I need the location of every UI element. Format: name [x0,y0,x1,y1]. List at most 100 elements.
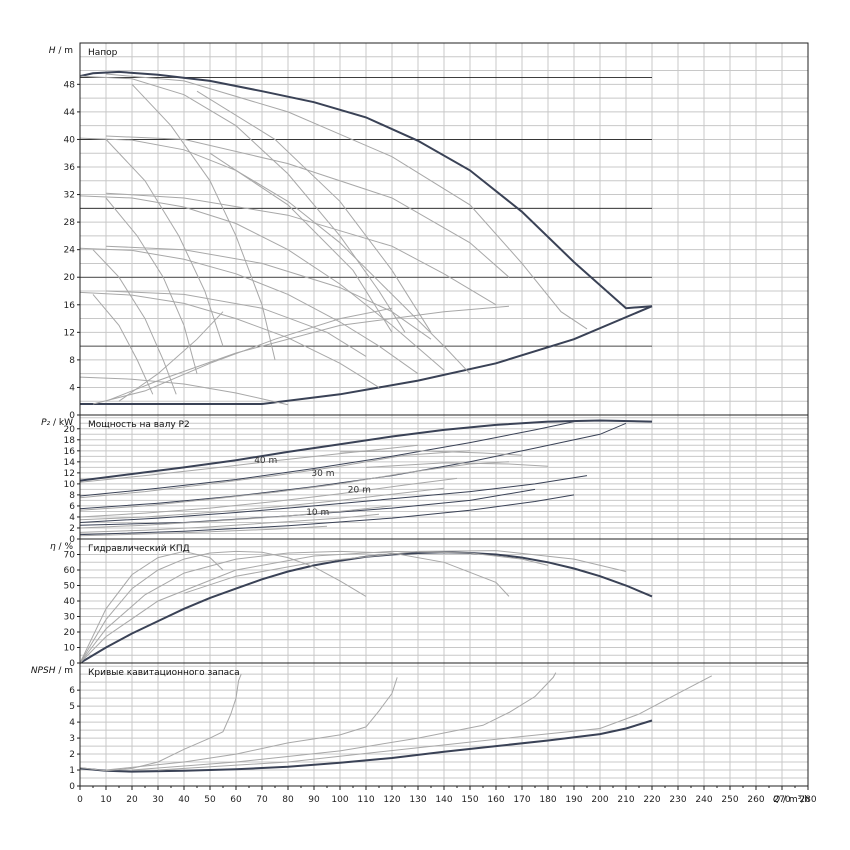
y-tick-label: 2 [69,750,75,760]
series-line-efficiency-1 [79,550,367,664]
x-tick-label: 60 [230,795,242,805]
series-line-head-11 [105,245,432,340]
x-tick-label: 250 [721,795,738,805]
y-axis-variable: H [49,46,56,56]
series-line-head-22 [118,311,224,402]
curve-annotation: 40 m [254,456,277,466]
y-axis-label-efficiency: η / % [50,542,73,552]
y-axis-variable: P₂ [41,418,50,428]
x-tick-label: 90 [308,795,320,805]
y-tick-label: 16 [64,447,76,457]
x-tick-label: 270 [773,795,790,805]
y-tick-label: 4 [69,383,75,393]
x-tick-label: 10 [100,795,112,805]
y-tick-label: 40 [64,135,76,145]
series-line-power-10 [79,487,445,521]
series-line-power-7 [79,450,471,499]
series-line-power-3 [79,475,588,523]
y-axis-label-head: H / m [49,46,73,56]
x-tick-label: 150 [461,795,478,805]
series-line-npsh-1 [79,674,242,772]
y-tick-label: 0 [69,411,75,421]
y-tick-label: 48 [64,80,76,90]
y-tick-label: 6 [69,686,75,696]
y-tick-label: 60 [64,566,76,576]
y-tick-label: 50 [64,582,76,592]
y-tick-label: 20 [64,425,76,435]
y-tick-label: 4 [69,513,75,523]
curves-layer [79,70,713,773]
y-tick-label: 32 [64,191,75,201]
y-axis-unit: / m [55,46,73,56]
series-line-power-13 [79,525,328,537]
series-line-power-12 [79,513,380,533]
y-tick-label: 18 [64,436,76,446]
x-tick-label: 20 [126,795,138,805]
panel-title-head: Напор [88,48,118,58]
x-tick-label: 210 [617,795,634,805]
y-tick-label: 70 [64,551,76,561]
y-tick-label: 20 [64,628,76,638]
series-line-npsh-0 [79,719,653,773]
y-tick-label: 0 [69,535,75,545]
series-line-npsh-3 [131,672,557,771]
series-line-head-0 [79,70,653,310]
series-line-head-5 [79,247,419,375]
x-tick-label: 120 [383,795,400,805]
y-tick-label: 14 [64,458,76,468]
series-line-power-0 [79,419,653,482]
y-tick-label: 44 [64,108,76,118]
panel-title-power: Мощность на валу P2 [88,420,190,430]
series-line-efficiency-3 [79,550,224,664]
y-tick-label: 8 [69,356,75,366]
series-line-power-5 [79,488,536,526]
x-tick-label: 160 [487,795,504,805]
y-tick-label: 40 [64,597,76,607]
series-line-head-18 [196,90,432,333]
curve-annotation: 20 m [348,486,371,496]
series-line-head-14 [105,139,224,347]
series-line-power-1 [79,421,575,497]
x-tick-label: 220 [643,795,660,805]
series-line-head-20 [105,305,510,402]
x-tick-label: 240 [695,795,712,805]
series-line-head-15 [105,197,198,374]
y-tick-label: 0 [69,782,75,792]
series-line-power-8 [79,461,510,511]
x-tick-label: 190 [565,795,582,805]
y-tick-label: 8 [69,491,75,501]
grid-layer [79,42,809,787]
x-tick-label: 30 [152,795,164,805]
y-tick-label: 36 [64,163,76,173]
x-tick-label: 110 [357,795,374,805]
series-line-power-11 [79,505,393,529]
y-axis-variable: NPSH [31,666,56,676]
y-axis-label-power: P₂ / kW [41,418,73,428]
x-axis-variable: Q [773,795,780,805]
x-tick-label: 180 [539,795,556,805]
series-line-power-15 [365,462,549,468]
y-axis-label-npsh: NPSH / m [31,666,73,676]
y-axis-unit: / % [56,542,74,552]
series-line-head-8 [105,73,588,330]
x-tick-label: 50 [204,795,216,805]
y-axis-unit: / kW [50,418,73,428]
x-tick-label: 70 [256,795,268,805]
x-axis-unit: / m³/h [780,795,810,805]
y-axis-variable: η [50,542,56,552]
y-tick-label: 12 [64,469,75,479]
y-tick-label: 6 [69,502,75,512]
curve-annotation: 30 m [311,469,334,479]
y-tick-label: 0 [69,659,75,669]
y-tick-label: 20 [64,273,76,283]
y-tick-label: 10 [64,480,76,490]
x-tick-label: 170 [513,795,530,805]
series-line-npsh-4 [157,675,713,771]
y-tick-label: 28 [64,218,76,228]
y-tick-label: 4 [69,718,75,728]
x-axis-label: Q / m³/h [773,795,810,805]
series-line-head-16 [92,249,177,395]
y-tick-label: 16 [64,301,76,311]
